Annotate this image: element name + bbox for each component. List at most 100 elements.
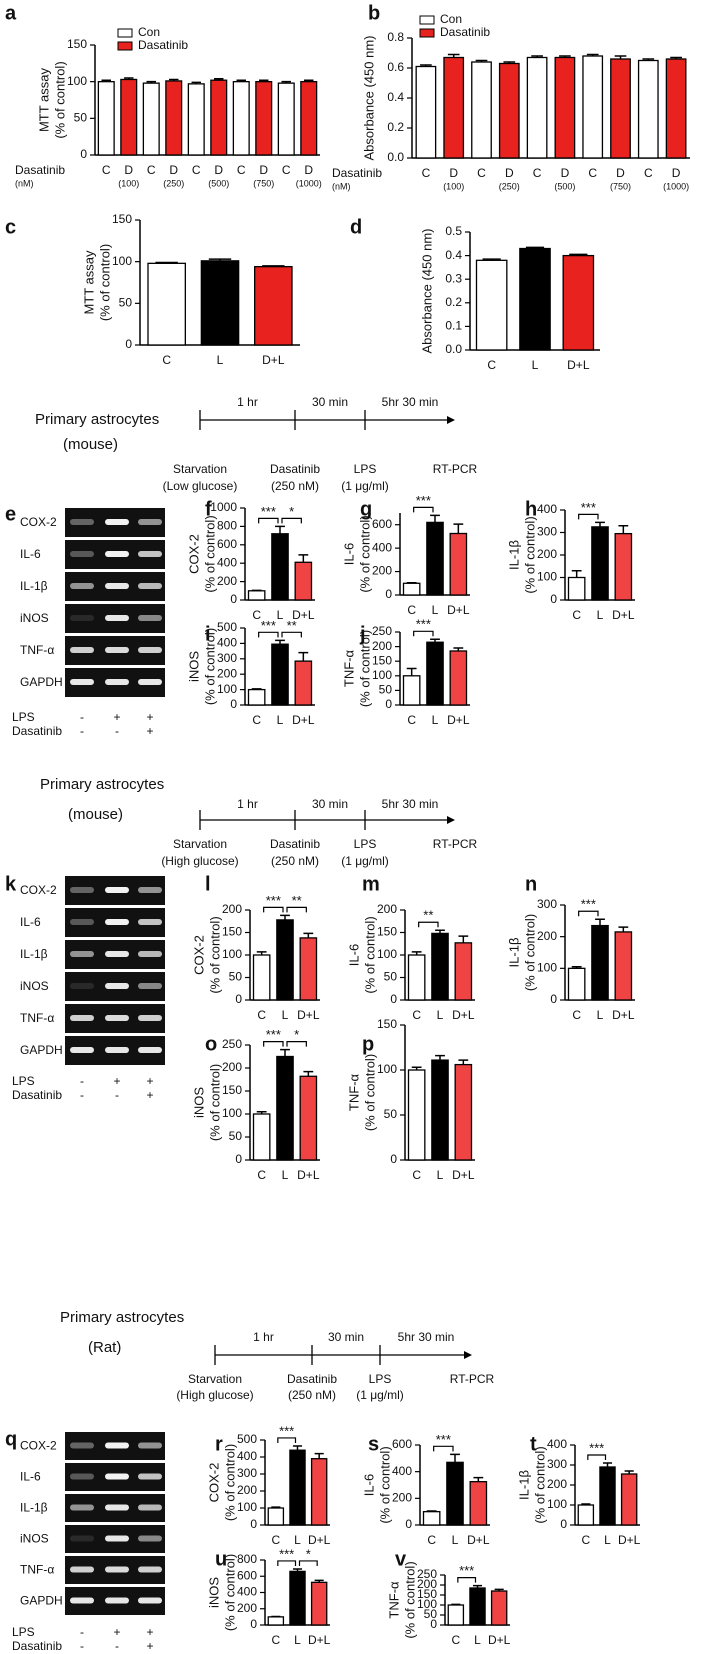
bar <box>232 81 250 156</box>
chart-panel: f 0 200 400 600 800 1000 COX-2 (% of control) C L D… <box>186 498 315 622</box>
gel-band <box>138 1535 162 1542</box>
significance-label: *** <box>261 504 276 519</box>
y-axis-label: (% of control) <box>202 515 217 592</box>
x-tick-label: C <box>427 1533 436 1547</box>
bar <box>431 932 449 1001</box>
bar <box>447 1604 465 1626</box>
y-tick-label: 0 <box>550 592 557 606</box>
y-tick-label: 0.1 <box>445 319 462 333</box>
y-tick-label: 150 <box>372 653 392 667</box>
timeline-duration: 30 min <box>312 395 348 409</box>
gel-row-label: IL-6 <box>20 1470 41 1484</box>
y-tick-label: 0.4 <box>387 90 404 104</box>
condition-mark: + <box>146 1639 153 1653</box>
y-tick-label: 0.0 <box>387 150 404 164</box>
gel-row-label: iNOS <box>20 1532 49 1546</box>
y-tick-label: 250 <box>222 1037 242 1051</box>
significance-label: ** <box>292 893 302 908</box>
gel-band <box>70 951 94 957</box>
bar <box>252 954 271 1001</box>
y-axis-label: (% of control) <box>362 916 377 993</box>
error-bar <box>262 265 285 267</box>
y-tick-label: 0 <box>230 592 237 606</box>
bar <box>415 65 437 159</box>
y-tick-label: 200 <box>222 902 242 916</box>
gel-band <box>138 551 162 557</box>
error-bar <box>642 58 655 61</box>
bar <box>526 56 548 159</box>
condition-mark: - <box>80 1074 84 1088</box>
significance-bracket <box>418 921 439 928</box>
gel-band <box>105 1015 129 1021</box>
y-tick-label: 800 <box>237 1552 257 1566</box>
x-tick-label: D+L <box>452 1168 475 1182</box>
y-tick-label: 0 <box>390 1152 397 1166</box>
bar <box>289 1449 306 1526</box>
bar <box>665 58 687 159</box>
condition-mark: - <box>115 1088 119 1102</box>
x-sub-label: (1000) <box>296 178 322 188</box>
panel-letter: f <box>205 498 212 520</box>
x-tick-label: D+L <box>447 603 470 617</box>
gel-band <box>138 1442 162 1449</box>
x-tick-label: L <box>474 1633 481 1647</box>
y-axis-label: MTT assay <box>36 67 51 132</box>
bar <box>407 954 426 1001</box>
gel-band <box>70 1535 94 1542</box>
y-axis-label: TNF-α <box>346 1073 361 1111</box>
timeline-title: Primary astrocytes <box>60 1309 184 1326</box>
error-bar <box>271 1506 281 1508</box>
panel-letter: l <box>205 873 211 895</box>
timeline-title: (mouse) <box>63 436 118 453</box>
y-axis-label: (% of control) <box>522 914 537 991</box>
bar <box>431 1059 449 1161</box>
y-axis-label: (% of control) <box>377 1446 392 1523</box>
gel-band <box>105 1047 129 1053</box>
error-bar <box>411 1066 422 1070</box>
y-tick-label: 100 <box>537 570 557 584</box>
error-bar <box>251 688 262 690</box>
gel-band <box>70 1047 94 1053</box>
y-axis-label: (% of control) <box>357 630 372 707</box>
bar <box>402 582 421 596</box>
significance-label: *** <box>416 493 431 508</box>
y-tick-label: 50 <box>229 970 243 984</box>
y-tick-label: 0.5 <box>445 224 462 238</box>
gel-band <box>105 983 129 989</box>
error-bar <box>602 1462 613 1467</box>
x-tick-label: L <box>597 608 604 622</box>
bar <box>449 532 468 596</box>
bar <box>610 58 631 159</box>
bar <box>247 688 266 706</box>
error-bar <box>458 935 469 943</box>
y-tick-label: 0 <box>390 992 397 1006</box>
x-tick-label: D+L <box>567 358 590 372</box>
gel-band <box>138 951 162 957</box>
condition-name: LPS <box>12 1074 35 1088</box>
significance-bracket <box>258 631 279 638</box>
y-tick-label: 150 <box>112 212 132 226</box>
significance-bracket <box>457 1577 477 1583</box>
x-tick-label: D+L <box>308 1533 331 1547</box>
error-bar <box>435 1054 445 1061</box>
error-bar <box>256 951 267 955</box>
y-tick-label: 150 <box>377 1017 397 1031</box>
bar <box>454 942 473 1001</box>
bar <box>267 1616 285 1626</box>
y-tick-label: 300 <box>537 525 557 539</box>
gel-band <box>70 887 94 893</box>
gel-band <box>138 583 162 589</box>
x-tick-label: D+L <box>618 1533 641 1547</box>
significance-label: *** <box>266 1027 281 1042</box>
panel-letter: s <box>368 1433 379 1455</box>
error-bar <box>482 258 501 261</box>
error-bar <box>614 55 627 59</box>
gel-band <box>138 1504 162 1511</box>
gel-row-label: IL-1β <box>20 1501 48 1515</box>
y-tick-label: 100 <box>222 947 242 961</box>
gel-band <box>105 951 129 957</box>
bar <box>407 1069 426 1161</box>
